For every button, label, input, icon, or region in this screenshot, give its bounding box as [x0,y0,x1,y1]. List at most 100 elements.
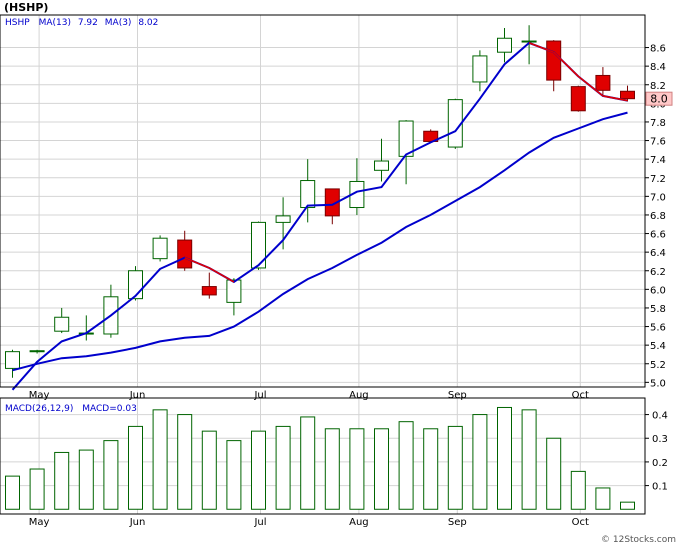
price-y-tick-label: 5.0 [650,378,666,389]
candle-body [595,74,611,91]
macd-bar [324,428,340,510]
macd-bar [201,430,217,510]
price-y-tick-label: 6.0 [650,285,666,296]
price-y-tick-label: 7.8 [650,118,666,129]
candle-body [620,90,635,100]
legend-ma-short-value: 8.02 [138,18,158,28]
ma-short-down-segment [577,75,604,97]
price-x-axis: May Jun Jul Aug Sep Oct [29,390,589,401]
macd-x-tick-label: Jul [253,517,266,528]
legend-symbol: HSHP [5,18,30,28]
price-panel-frame [0,14,646,388]
macd-bar [78,449,94,510]
price-y-tick-label: 8.4 [650,62,666,73]
macd-bar [349,428,365,510]
macd-bar [595,487,611,510]
price-y-tick-label: 6.6 [650,230,666,241]
candle-body [201,286,217,296]
price-y-tick-label: 6.2 [650,267,666,278]
macd-panel-frame [0,397,646,515]
price-y-tick-label: 6.8 [650,211,666,222]
macd-bar [472,414,488,510]
ma-short-down-segment [184,256,210,269]
macd-x-axis: May Jun Jul Aug Sep Oct [29,517,589,528]
macd-legend: MACD(26,12,9) MACD=0.03 [5,404,137,414]
macd-bar [620,501,635,510]
macd-y-tick-label: 0.4 [652,411,668,422]
candle-body [324,188,340,217]
macd-x-tick-label: Oct [572,517,589,528]
macd-bar [300,416,316,510]
price-y-tick-label: 5.4 [650,341,666,352]
ma-short-down-segment [528,42,554,53]
macd-bar [570,470,586,510]
candle-body [29,350,45,353]
ma-short-down-segment [602,95,628,102]
macd-bar [546,437,562,510]
last-price-marker: 8.0 [645,91,673,106]
macd-bar [398,421,414,510]
macd-panel: 0.1 0.2 0.3 0.4 May Jun Jul Aug Sep Oct MACD(26,… [0,397,668,528]
macd-bar [497,406,512,510]
price-y-tick-label: 5.6 [650,323,666,334]
candle-body [300,180,316,209]
price-x-tick-label: May [29,390,50,401]
price-panel: 5.0 5.2 5.4 5.6 5.8 6.0 6.2 6.4 6.6 6.8 7.0 7.2 7.4 7… [0,14,673,401]
macd-bar [5,475,20,510]
candle-body [5,351,20,369]
macd-bar [447,425,463,510]
macd-legend-value: MACD=0.03 [82,404,137,414]
candle-body [275,215,291,223]
price-x-tick-label: Jul [253,390,266,401]
candle-body [251,221,266,269]
candle-body [570,86,586,112]
ma-short-down-segment [208,267,235,283]
legend-ma-short-label: MA(3) [105,18,132,28]
legend-ma-long-value: 7.92 [78,18,98,28]
macd-bar [54,451,70,510]
macd-bar [177,414,193,510]
price-y-tick-label: 7.4 [650,155,666,166]
last-price-box [645,91,673,106]
last-price-label: 8.0 [650,93,668,106]
candle-body [54,316,70,332]
price-y-tick-label: 5.2 [650,360,666,371]
candle-body [226,279,242,303]
candle-body [177,239,193,269]
macd-bar [128,425,143,510]
macd-x-tick-label: May [29,517,50,528]
ma-short-line [11,41,628,391]
watermark: © 12Stocks.com [601,535,676,545]
candle-body [472,55,488,83]
candle-body [497,37,512,53]
macd-bar [226,440,242,510]
macd-y-tick-label: 0.3 [652,434,668,445]
price-x-tick-label: Jun [129,390,146,401]
price-x-tick-label: Aug [349,390,369,401]
macd-bar [275,425,291,510]
macd-bars [5,406,635,510]
macd-bar [521,409,537,510]
price-y-tick-label: 7.0 [650,192,666,203]
price-y-tick-label: 5.8 [650,304,666,315]
candle-body [398,120,414,157]
macd-bar [152,409,168,510]
macd-y-axis: 0.1 0.2 0.3 0.4 [645,411,668,493]
price-x-tick-label: Oct [572,390,589,401]
macd-x-tick-label: Sep [448,517,467,528]
price-y-tick-label: 8.6 [650,44,666,55]
ma-long-line [12,111,628,372]
price-gridlines [0,15,645,387]
price-y-tick-label: 7.2 [650,174,666,185]
price-y-tick-label: 8.2 [650,81,666,92]
chart-title: (HSHP) [4,1,48,14]
candle-body [152,237,168,260]
price-x-tick-label: Sep [448,390,467,401]
macd-x-tick-label: Jun [129,517,146,528]
macd-bar [251,430,266,510]
candle-body [546,40,562,81]
macd-bar [374,428,389,510]
macd-bar [423,428,439,510]
